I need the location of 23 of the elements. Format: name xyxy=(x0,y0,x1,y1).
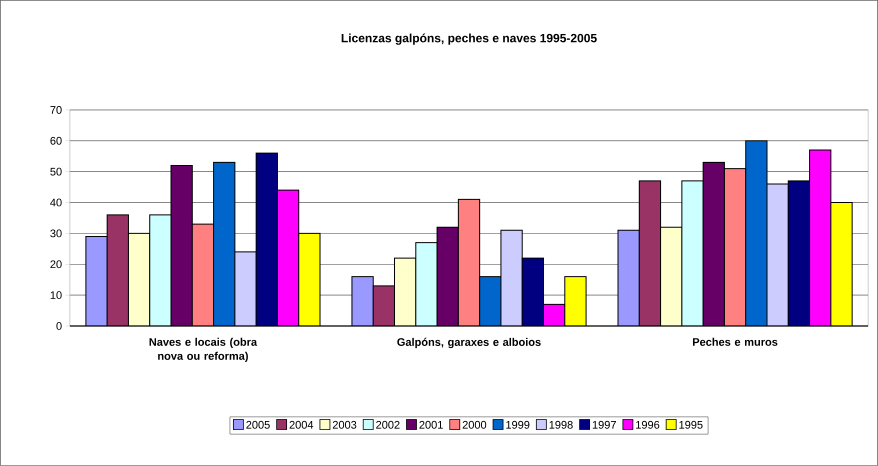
legend-label: 1996 xyxy=(636,420,660,429)
legend-label: 2004 xyxy=(290,420,314,429)
y-tick-label: 60 xyxy=(50,136,62,145)
y-tick-label: 40 xyxy=(50,198,62,206)
legend-label: 2001 xyxy=(419,420,443,429)
legend-label: 1995 xyxy=(679,420,703,429)
y-tick-label: 70 xyxy=(50,106,62,114)
legend-label: 2005 xyxy=(246,420,270,429)
y-tick-label: 50 xyxy=(50,168,62,176)
x-tick-label: Peches e muros xyxy=(693,338,778,346)
legend-label: 1999 xyxy=(506,420,530,429)
legend-label: 2002 xyxy=(376,420,400,429)
legend-label: 1998 xyxy=(550,420,573,429)
legend-label: 2003 xyxy=(332,420,356,429)
chart-title: Licenzas galpóns, peches e naves 1995-2005 xyxy=(342,33,597,45)
legend-label: 1997 xyxy=(592,420,616,429)
y-tick-label: 20 xyxy=(50,260,62,268)
x-tick-label: Naves e locais (obra nova ou reforma) xyxy=(150,338,258,362)
y-tick-label: 0 xyxy=(56,322,62,330)
y-tick-label: 30 xyxy=(50,230,62,238)
y-tick-label: 10 xyxy=(50,291,62,300)
x-tick-label: Galpóns, garaxes e alboios xyxy=(397,338,541,348)
legend-label: 2000 xyxy=(462,420,486,429)
